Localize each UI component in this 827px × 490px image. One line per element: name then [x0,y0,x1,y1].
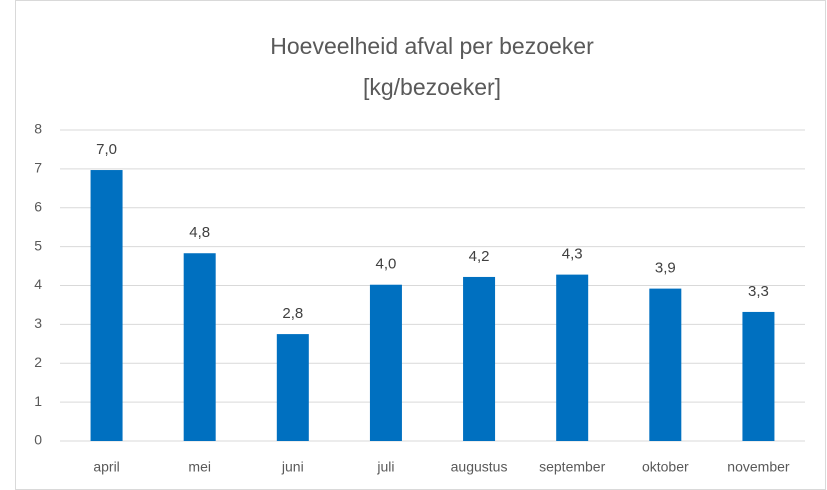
data-label: 4,2 [469,248,490,265]
x-tick-label: augustus [451,459,508,475]
bar [556,274,589,441]
data-label: 4,0 [376,256,397,273]
bar [369,284,402,441]
x-tick-label: september [539,459,605,475]
x-tick-label: juli [376,459,394,475]
x-tick-label: juni [281,459,304,475]
x-tick-label: april [93,459,119,475]
bar [90,170,123,441]
y-tick-label: 4 [34,276,42,292]
y-tick-label: 8 [34,121,42,137]
bar [183,253,216,441]
y-tick-label: 2 [34,354,42,370]
data-label: 3,3 [748,283,769,300]
y-tick-label: 6 [34,198,42,214]
x-tick-label: november [727,459,790,475]
y-tick-label: 3 [34,315,42,331]
data-label: 4,8 [189,224,210,241]
y-tick-label: 1 [34,393,42,409]
y-tick-label: 0 [34,432,42,448]
data-label: 2,8 [282,305,303,322]
y-tick-label: 5 [34,237,42,253]
chart-subtitle: [kg/bezoeker] [363,74,501,100]
data-label: 7,0 [96,141,117,158]
bar [276,334,309,441]
data-label: 3,9 [655,260,676,277]
bar [463,276,496,441]
data-label: 4,3 [562,246,583,263]
bar [742,311,775,441]
chart-title: Hoeveelheid afval per bezoeker [270,33,594,59]
bar [649,288,682,441]
chart-border [15,0,826,490]
y-tick-label: 7 [34,160,42,176]
x-tick-label: mei [188,459,211,475]
x-tick-label: oktober [642,459,689,475]
